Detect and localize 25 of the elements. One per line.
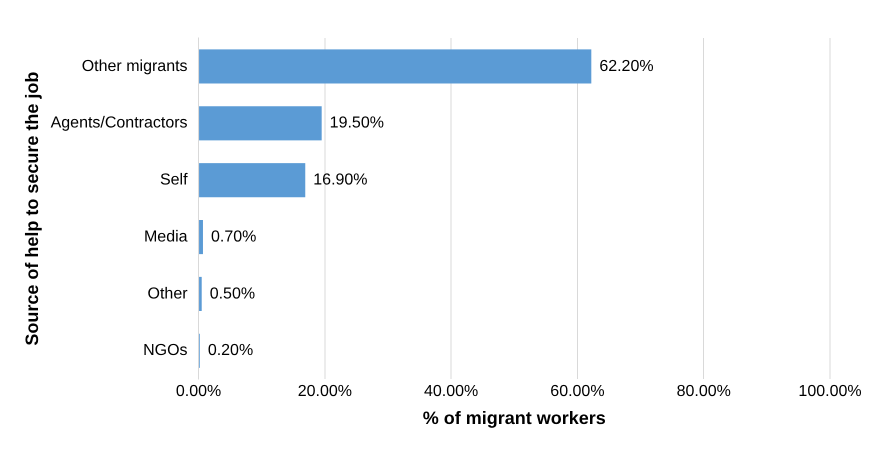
bar bbox=[199, 106, 322, 140]
data-label: 0.20% bbox=[208, 342, 254, 360]
bar bbox=[199, 220, 203, 254]
x-tick-label: 80.00% bbox=[676, 383, 731, 400]
x-tick-label: 40.00% bbox=[424, 383, 478, 400]
data-label: 62.20% bbox=[599, 58, 654, 75]
y-tick-label: NGOs bbox=[143, 342, 188, 360]
y-tick-label: Self bbox=[160, 172, 188, 189]
bar bbox=[199, 276, 202, 311]
data-label: 19.50% bbox=[330, 114, 384, 132]
y-tick-label: Agents/Contractors bbox=[50, 114, 188, 132]
y-tick-label: Other migrants bbox=[82, 58, 188, 75]
bar bbox=[199, 49, 592, 84]
y-axis-title: Source of help to secure the job bbox=[22, 72, 42, 346]
y-tick-label: Other bbox=[148, 285, 188, 302]
data-label: 0.50% bbox=[210, 285, 256, 302]
bar bbox=[199, 163, 306, 198]
x-tick-label: 60.00% bbox=[550, 383, 605, 400]
x-tick-label: 20.00% bbox=[298, 383, 352, 400]
x-tick-label: 0.00% bbox=[176, 383, 222, 400]
data-label: 0.70% bbox=[210, 228, 256, 246]
x-tick-label: 100.00% bbox=[798, 383, 862, 400]
x-axis-title: % of migrant workers bbox=[422, 408, 606, 428]
y-tick-label: Media bbox=[144, 228, 188, 246]
data-label: 16.90% bbox=[313, 172, 368, 189]
